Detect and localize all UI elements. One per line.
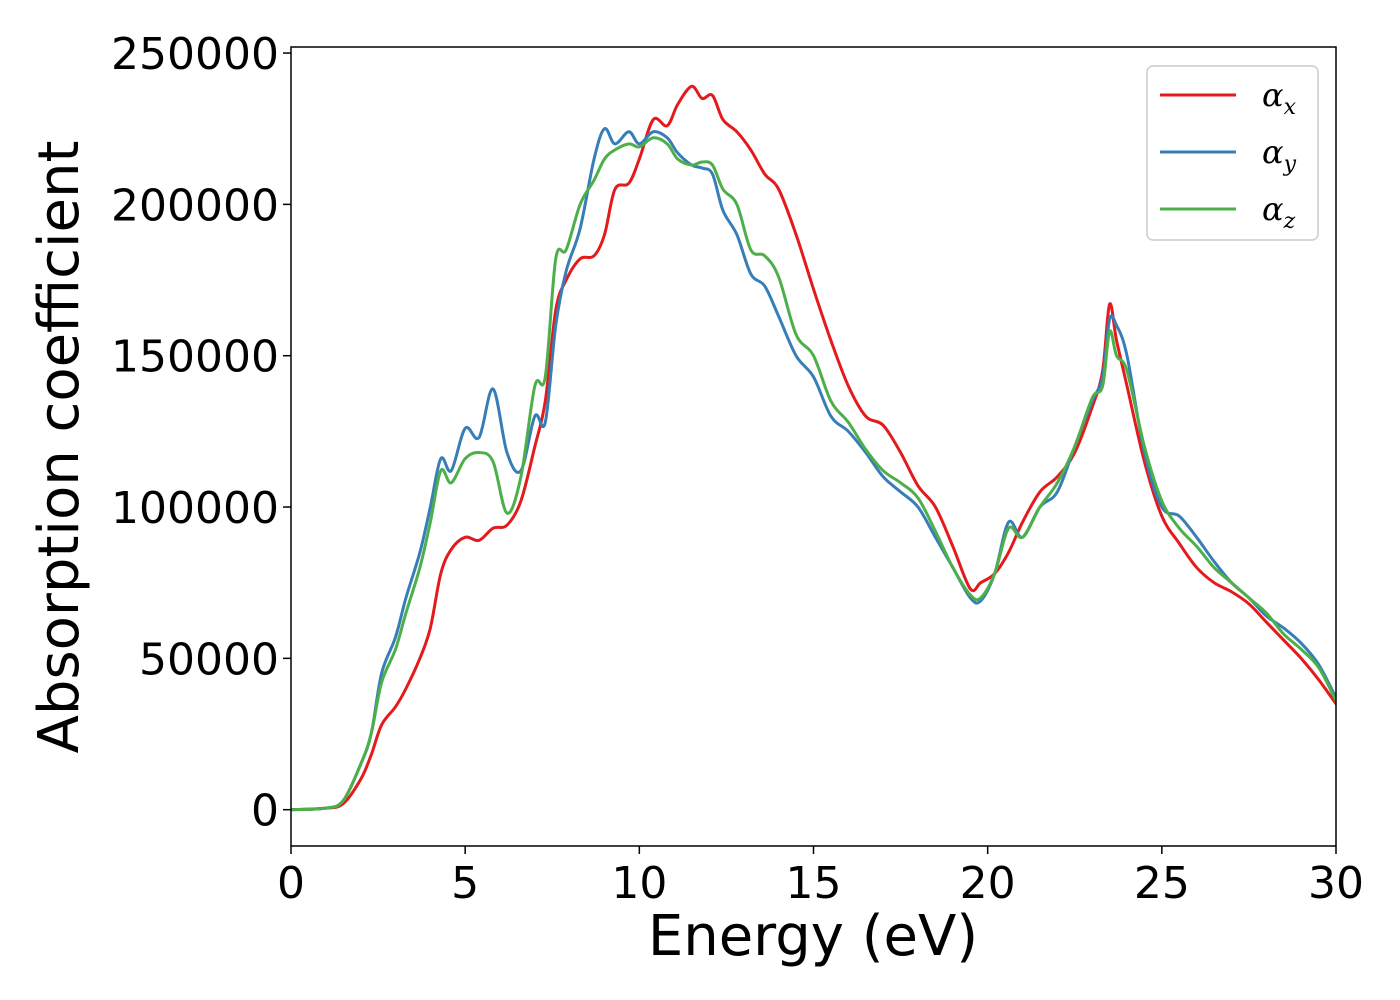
y-tick-label: 150000 bbox=[111, 332, 279, 383]
legend-subscript: x bbox=[1284, 95, 1297, 120]
x-tick-label: 0 bbox=[277, 858, 305, 909]
y-axis-label: Absorption coefficient bbox=[27, 141, 92, 754]
x-tick-label: 5 bbox=[451, 858, 479, 909]
series-line-y bbox=[291, 127, 1336, 812]
x-tick-label: 15 bbox=[786, 858, 842, 909]
series-line-z bbox=[291, 136, 1336, 812]
legend-symbol: α bbox=[1262, 76, 1284, 114]
y-tick-label: 100000 bbox=[111, 483, 279, 534]
y-tick-label: 50000 bbox=[139, 634, 279, 685]
x-axis-ticks: 0 5 10 15 20 25 30 bbox=[277, 846, 1364, 909]
x-tick-label: 30 bbox=[1308, 858, 1364, 909]
x-axis-label: Energy (eV) bbox=[648, 904, 978, 969]
legend-symbol: α bbox=[1262, 190, 1284, 228]
y-axis-ticks: 0 50000 100000 150000 200000 250000 bbox=[111, 29, 291, 837]
y-tick-label: 0 bbox=[251, 786, 279, 837]
legend-symbol: α bbox=[1262, 133, 1284, 171]
x-tick-label: 25 bbox=[1134, 858, 1190, 909]
series-layer bbox=[291, 84, 1336, 812]
y-tick-label: 250000 bbox=[111, 29, 279, 80]
legend-label-z: αz bbox=[1262, 190, 1296, 234]
legend-label-x: αx bbox=[1262, 76, 1297, 120]
series-line-x bbox=[291, 84, 1336, 812]
legend-subscript: y bbox=[1283, 152, 1297, 177]
x-tick-label: 10 bbox=[611, 858, 667, 909]
legend-subscript: z bbox=[1283, 209, 1296, 234]
x-tick-label: 20 bbox=[960, 858, 1016, 909]
legend-label-y: αy bbox=[1262, 133, 1297, 177]
y-tick-label: 200000 bbox=[111, 180, 279, 231]
